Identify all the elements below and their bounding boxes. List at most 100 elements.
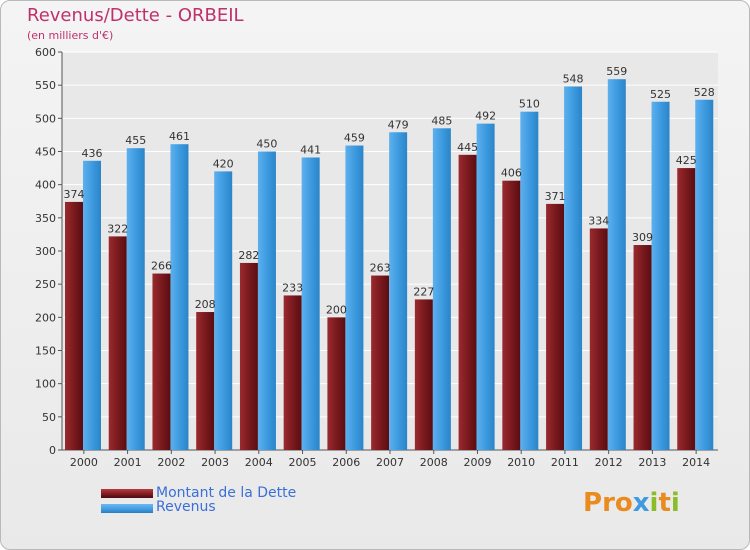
x-tick-label: 2001 — [114, 456, 142, 469]
legend-swatch-revenue — [101, 504, 153, 513]
revenue-data-label: 485 — [431, 114, 452, 127]
revenue-bar — [170, 144, 189, 450]
revenue-bar — [126, 148, 145, 450]
x-tick-label: 2006 — [332, 456, 360, 469]
debt-data-label: 445 — [457, 141, 478, 154]
debt-data-label: 233 — [282, 281, 303, 294]
revenue-data-label: 548 — [563, 72, 584, 85]
legend-swatch-debt — [101, 489, 153, 498]
revenue-data-label: 459 — [344, 132, 365, 145]
x-tick-label: 2013 — [638, 456, 666, 469]
debt-data-label: 374 — [64, 188, 85, 201]
debt-bar — [414, 299, 433, 450]
logo-letter: x — [632, 488, 650, 518]
revenue-bar — [695, 99, 714, 450]
debt-data-label: 371 — [545, 190, 566, 203]
debt-bar — [65, 201, 83, 450]
x-tick-label: 2000 — [70, 456, 98, 469]
y-tick-label: 300 — [35, 245, 56, 258]
x-tick-label: 2004 — [245, 456, 273, 469]
revenue-data-label: 510 — [519, 98, 540, 111]
debt-bar — [633, 245, 652, 450]
debt-data-label: 406 — [501, 167, 522, 180]
debt-data-label: 282 — [238, 249, 259, 262]
legend-label-revenue: Revenus — [156, 499, 216, 515]
revenue-data-label: 559 — [606, 65, 627, 78]
x-tick-label: 2011 — [551, 456, 579, 469]
y-tick-label: 400 — [35, 179, 56, 192]
y-tick-label: 250 — [35, 278, 56, 291]
revenue-data-label: 420 — [213, 157, 234, 170]
y-tick-label: 100 — [35, 378, 56, 391]
debt-bar — [108, 236, 127, 450]
y-tick-label: 0 — [49, 444, 56, 457]
debt-bar — [677, 168, 696, 451]
revenue-bar — [651, 101, 670, 450]
revenue-bar — [607, 79, 626, 451]
proxiti-logo: Proxiti — [583, 488, 680, 518]
y-tick-label: 200 — [35, 311, 56, 324]
debt-data-label: 208 — [195, 298, 216, 311]
debt-data-label: 227 — [413, 285, 434, 298]
debt-data-label: 263 — [370, 262, 391, 275]
debt-bar — [546, 203, 565, 450]
y-tick-label: 450 — [35, 146, 56, 159]
revenue-bar — [301, 157, 320, 450]
debt-data-label: 322 — [107, 222, 128, 235]
debt-bar — [502, 180, 521, 451]
x-tick-label: 2003 — [201, 456, 229, 469]
logo-letter: r — [602, 488, 615, 518]
x-tick-label: 2010 — [507, 456, 535, 469]
y-tick-label: 50 — [42, 411, 56, 424]
revenue-data-label: 492 — [475, 110, 496, 123]
revenue-bar — [476, 123, 495, 450]
revenue-data-label: 461 — [169, 130, 190, 143]
x-tick-label: 2014 — [682, 456, 710, 469]
revenue-bar — [257, 151, 276, 450]
y-tick-label: 550 — [35, 79, 56, 92]
debt-data-label: 309 — [632, 231, 653, 244]
debt-bar — [327, 317, 346, 450]
y-tick-label: 350 — [35, 212, 56, 225]
debt-bar — [371, 275, 390, 450]
y-tick-label: 500 — [35, 112, 56, 125]
revenue-data-label: 525 — [650, 88, 671, 101]
debt-data-label: 425 — [676, 154, 697, 167]
debt-bar — [589, 228, 608, 450]
logo-letter: o — [614, 488, 633, 518]
chart-subtitle: (en milliers d'€) — [27, 29, 114, 42]
debt-data-label: 334 — [588, 214, 609, 227]
revenue-data-label: 441 — [300, 143, 321, 156]
debt-bar — [196, 312, 215, 450]
x-tick-label: 2008 — [420, 456, 448, 469]
legend-label-debt: Montant de la Dette — [156, 485, 297, 501]
debt-data-label: 266 — [151, 260, 172, 273]
y-tick-label: 600 — [35, 46, 56, 59]
logo-letter: i — [649, 488, 659, 518]
logo-letter: P — [583, 488, 603, 518]
revenue-bar — [564, 86, 583, 450]
revenue-data-label: 436 — [82, 147, 103, 160]
revenue-bar — [345, 145, 364, 450]
chart-title: Revenus/Dette - ORBEIL — [27, 5, 244, 26]
revenue-bar — [432, 128, 451, 451]
revenue-bar — [83, 160, 101, 450]
debt-bar — [152, 273, 171, 450]
x-tick-label: 2009 — [463, 456, 491, 469]
revenue-bar — [214, 171, 233, 450]
revenue-data-label: 450 — [256, 138, 277, 151]
debt-bar — [283, 295, 302, 450]
debt-bar — [458, 154, 477, 451]
debt-data-label: 200 — [326, 303, 347, 316]
logo-letter: t — [658, 488, 671, 518]
revenue-bar — [520, 111, 539, 450]
x-tick-label: 2005 — [289, 456, 317, 469]
x-tick-label: 2012 — [595, 456, 623, 469]
revenue-data-label: 479 — [388, 118, 409, 131]
debt-bar — [239, 262, 258, 450]
revenue-data-label: 455 — [125, 134, 146, 147]
revenue-data-label: 528 — [694, 86, 715, 99]
x-tick-label: 2002 — [157, 456, 185, 469]
x-tick-label: 2007 — [376, 456, 404, 469]
